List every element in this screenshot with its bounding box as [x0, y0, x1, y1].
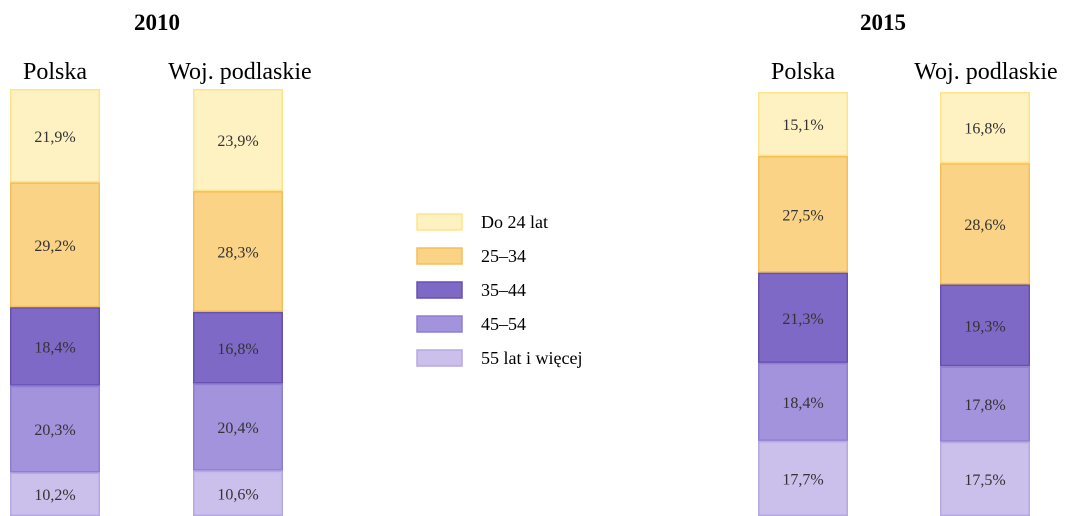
bar-segment — [10, 182, 100, 308]
bar-segment — [758, 92, 848, 157]
bar-segment — [10, 89, 100, 183]
bar-segment — [193, 89, 283, 192]
bar-segment — [940, 366, 1030, 442]
legend-swatch — [416, 315, 463, 333]
data-label: 18,4% — [34, 339, 75, 356]
legend-swatch — [416, 281, 463, 299]
bar-segment — [940, 92, 1030, 164]
chart-title: 2015 — [860, 10, 906, 35]
data-label: 17,8% — [964, 397, 1005, 414]
data-label: 16,8% — [217, 341, 258, 358]
bar-segment — [193, 383, 283, 471]
bar-segment — [758, 272, 848, 363]
data-label: 10,2% — [34, 487, 75, 504]
chart-title: 2010 — [134, 10, 180, 35]
data-label: 18,4% — [782, 395, 823, 412]
data-label: 21,3% — [782, 311, 823, 328]
bar-segment — [758, 156, 848, 273]
bar-segment — [193, 191, 283, 312]
legend-swatch — [416, 213, 463, 231]
data-label: 19,3% — [964, 318, 1005, 335]
legend-swatch — [416, 247, 463, 265]
bar-segment — [10, 472, 100, 516]
data-label: 28,3% — [217, 244, 258, 261]
data-label: 17,5% — [964, 472, 1005, 489]
category-label: Woj. podlaskie — [914, 59, 1057, 85]
legend-label: 35–44 — [481, 280, 526, 300]
bar-segment — [193, 470, 283, 516]
bar-segment — [193, 311, 283, 384]
data-label: 27,5% — [782, 207, 823, 224]
data-label: 23,9% — [217, 133, 258, 150]
data-label: 17,7% — [782, 471, 823, 488]
legend-label: 45–54 — [481, 314, 526, 334]
chart-panel-2015: 2015 Polska 15,1% 27,5% 21,3% 18,4% 17,7% Woj. … — [758, 10, 1058, 516]
category-label: Woj. podlaskie — [168, 59, 311, 85]
legend-label: 55 lat i więcej — [481, 348, 582, 368]
bar-segment — [940, 441, 1030, 516]
bar-segment — [758, 362, 848, 441]
legend-label: Do 24 lat — [481, 212, 548, 232]
data-label: 15,1% — [782, 117, 823, 134]
legend-swatch — [416, 349, 463, 367]
data-label: 21,9% — [34, 129, 75, 146]
chart-panel-2010: 2010 Polska 21,9% 29,2% 18,4% 20,3% 10,2% Woj. … — [10, 10, 312, 516]
data-label: 16,8% — [964, 121, 1005, 138]
data-label: 20,3% — [34, 422, 75, 439]
data-label: 28,6% — [964, 217, 1005, 234]
legend-label: 25–34 — [481, 246, 526, 266]
bar-segment — [940, 163, 1030, 285]
data-label: 10,6% — [217, 486, 258, 503]
bar-segment — [10, 385, 100, 473]
data-label: 20,4% — [217, 420, 258, 437]
legend: Do 24 lat 25–34 35–44 45–54 55 lat i więcej — [416, 212, 582, 368]
category-label: Polska — [771, 59, 835, 85]
category-label: Polska — [23, 59, 87, 85]
bar-segment — [10, 307, 100, 386]
bar-segment — [940, 284, 1030, 367]
bar-segment — [758, 440, 848, 516]
data-label: 29,2% — [34, 238, 75, 255]
